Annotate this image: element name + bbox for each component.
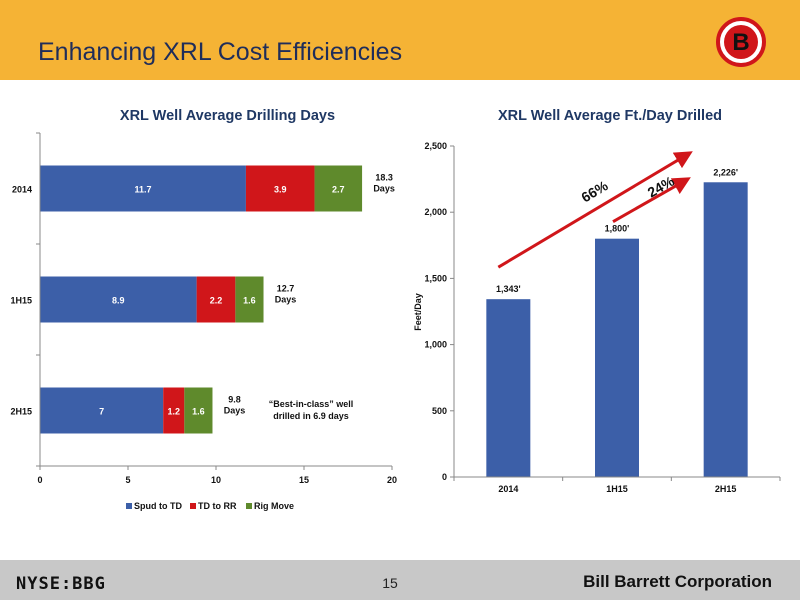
- data-label-spud-to-td-2014: 11.7: [134, 185, 151, 195]
- growth-arrow-2014-to-2h15: [497, 151, 693, 269]
- bar-segment-rig-move-1h15: [235, 276, 264, 323]
- bar-1h15: [595, 238, 639, 477]
- bar-segment-spud-to-td-2014: [40, 165, 246, 212]
- footer-ticker: NYSE:BBG: [16, 574, 106, 594]
- total-label-line: 18.3: [375, 173, 393, 183]
- total-label-line: 9.8: [228, 395, 241, 405]
- total-label-line: Days: [275, 295, 297, 305]
- legend-label-spud-to-td: Spud to TD: [134, 501, 182, 511]
- y-tick-label: 0: [442, 472, 447, 482]
- x-tick-label-15: 15: [299, 475, 309, 485]
- value-label-2014: 1,343': [496, 284, 521, 294]
- y-tick-label: 1,500: [424, 273, 447, 283]
- legend: Spud to TD TD to RR Rig Move: [126, 501, 294, 511]
- category-label-2h15: 2H15: [715, 484, 737, 494]
- x-tick-label-10: 10: [211, 475, 221, 485]
- growth-arrow-1h15-to-2h15: [612, 177, 691, 223]
- legend-label-rig-move: Rig Move: [254, 501, 294, 511]
- x-tick-label-0: 0: [37, 475, 42, 485]
- logo-disc: [724, 25, 758, 59]
- data-label-spud-to-td-2h15: 7: [99, 407, 104, 417]
- x-tick-label-20: 20: [387, 475, 397, 485]
- bar-segment-td-to-rr-1h15: [196, 276, 236, 323]
- logo-letter: B: [732, 29, 749, 56]
- bar-2h15: [703, 182, 748, 478]
- best-in-class-annotation: “Best-in-class” well drilled in 6.9 days: [269, 399, 354, 421]
- annotation-line: drilled in 6.9 days: [273, 411, 349, 421]
- y-tick-label: 2,500: [424, 141, 447, 151]
- data-label-td-to-rr-2014: 3.9: [274, 185, 287, 195]
- category-label-1h15: 1H15: [10, 296, 32, 306]
- data-label-rig-move-2h15: 1.6: [192, 407, 205, 417]
- value-label-2h15: 2,226': [713, 167, 738, 177]
- y-tick-label: 500: [432, 406, 447, 416]
- category-label-2014: 2014: [498, 484, 518, 494]
- legend-swatch-spud-to-td: [126, 503, 132, 509]
- legend-swatch-rig-move: [246, 503, 252, 509]
- y-tick-label: 1,000: [424, 340, 447, 350]
- data-label-spud-to-td-1h15: 8.9: [112, 296, 125, 306]
- data-label-td-to-rr-2h15: 1.2: [168, 407, 181, 417]
- data-label-rig-move-2014: 2.7: [332, 185, 345, 195]
- page-number: 15: [382, 575, 398, 591]
- annotation-line: “Best-in-class” well: [269, 399, 354, 409]
- footer-company-name: Bill Barrett Corporation: [583, 572, 772, 591]
- value-label-1h15: 1,800': [605, 224, 630, 234]
- legend-label-td-to-rr: TD to RR: [198, 501, 237, 511]
- bar-segment-spud-to-td-1h15: [40, 276, 197, 323]
- bar-segment-rig-move-2014: [314, 165, 363, 212]
- total-label-line: Days: [224, 406, 246, 416]
- x-tick-label-5: 5: [125, 475, 130, 485]
- data-label-td-to-rr-1h15: 2.2: [210, 296, 223, 306]
- total-label-line: Days: [373, 184, 395, 194]
- y-axis-title: Feet/Day: [413, 293, 423, 331]
- y-tick-label: 2,000: [424, 207, 447, 217]
- category-label-2h15: 2H15: [10, 407, 32, 417]
- footer-bar: [0, 560, 800, 600]
- page-title: Enhancing XRL Cost Efficiencies: [38, 38, 403, 66]
- data-label-rig-move-1h15: 1.6: [243, 296, 256, 306]
- company-logo: B: [716, 17, 766, 67]
- drilling-days-chart-title: XRL Well Average Drilling Days: [119, 108, 336, 124]
- bar-segment-spud-to-td-2h15: [40, 387, 164, 434]
- bar-2014: [486, 299, 531, 477]
- legend-swatch-td-to-rr: [190, 503, 196, 509]
- bar-segment-rig-move-2h15: [184, 387, 213, 434]
- category-label-1h15: 1H15: [606, 484, 628, 494]
- bar-segment-td-to-rr-2h15: [163, 387, 185, 434]
- ft-per-day-chart-title: XRL Well Average Ft./Day Drilled: [497, 108, 722, 124]
- total-label-line: 12.7: [277, 284, 295, 294]
- header-bar: [0, 0, 800, 80]
- bar-segment-td-to-rr-2014: [245, 165, 315, 212]
- category-label-2014: 2014: [12, 185, 32, 195]
